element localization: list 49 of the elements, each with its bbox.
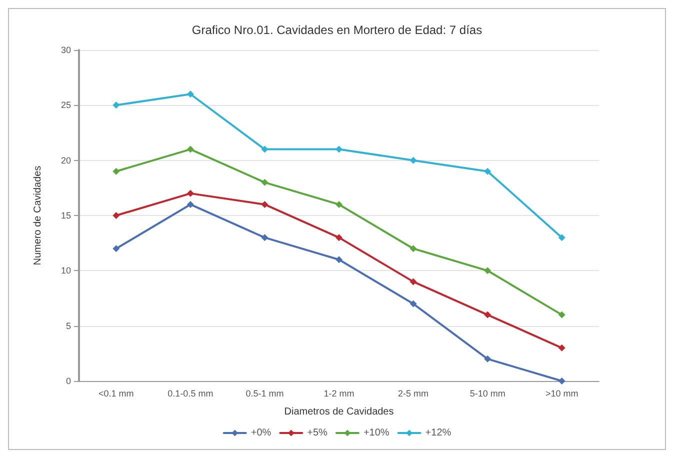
point (261, 146, 268, 153)
point (186, 190, 194, 197)
y-tick-label: 20 (60, 155, 71, 166)
y-tick-label: 5 (66, 320, 71, 331)
point (410, 245, 417, 252)
x-tick-label: 5-10 mm (470, 388, 506, 398)
y-tick-label: 25 (60, 100, 71, 110)
point (558, 378, 566, 384)
point (484, 168, 492, 175)
legend-label: +10% (363, 428, 390, 438)
legend-label: +12% (425, 428, 452, 438)
point (410, 300, 417, 308)
point (336, 200, 342, 208)
x-tick-label: 0.1-0.5 mm (168, 388, 214, 398)
point (336, 146, 342, 153)
y-axis-title: Numero de Cavidades (32, 166, 44, 266)
x-tick-label: 2-5 mm (398, 388, 429, 398)
point (186, 146, 194, 153)
point (261, 200, 268, 208)
point (336, 256, 342, 264)
point (186, 200, 194, 208)
point (336, 234, 342, 242)
legend-label: +0% (250, 428, 272, 438)
point (112, 102, 120, 109)
point (410, 278, 417, 286)
point (410, 156, 417, 164)
point (558, 344, 566, 352)
legend-label: +5% (307, 428, 328, 438)
point (112, 168, 120, 175)
x-tick-label: 1-2 mm (324, 388, 354, 398)
x-tick-label: <0.1 mm (98, 388, 134, 398)
y-tick-label: 0 (66, 376, 71, 386)
point (558, 311, 566, 318)
point (186, 90, 194, 98)
point (261, 234, 268, 242)
x-axis-title: Diametros de Cavidades (284, 406, 394, 418)
point (484, 355, 492, 362)
x-tick-label: >10 mm (545, 388, 578, 398)
point (484, 267, 492, 274)
y-tick-label: 30 (60, 45, 71, 55)
point (261, 178, 268, 186)
chart-title: Grafico Nro.01. Cavidades en Mortero de Edad: 7 días (192, 23, 482, 37)
point (112, 212, 120, 219)
x-tick-label: 0.5-1 mm (246, 388, 284, 398)
y-tick-label: 10 (60, 266, 71, 276)
point (558, 234, 566, 242)
y-tick-label: 15 (60, 210, 71, 220)
point (112, 245, 120, 252)
point (484, 311, 492, 318)
